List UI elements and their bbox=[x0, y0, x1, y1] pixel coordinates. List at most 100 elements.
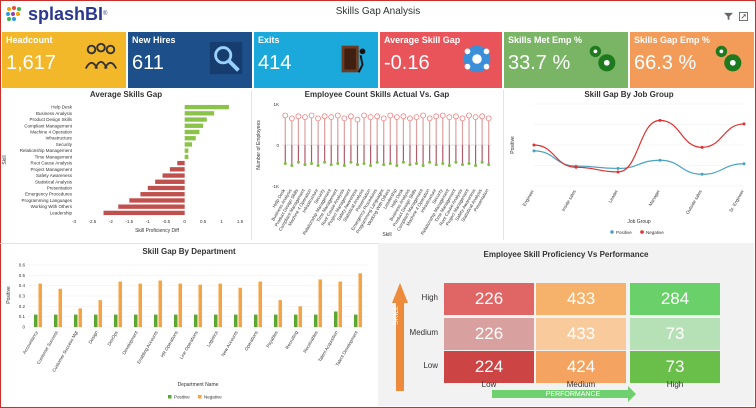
x-tick-label: -0.5 bbox=[162, 219, 170, 224]
actual-point bbox=[282, 112, 289, 119]
heatmap-cell[interactable]: 433 bbox=[536, 318, 626, 350]
heatmap-cell[interactable]: 424 bbox=[536, 351, 626, 383]
actual-point bbox=[453, 113, 459, 120]
gap-point bbox=[342, 164, 346, 167]
gap-point bbox=[362, 161, 366, 165]
kpi-tile-skills-met-emp-[interactable]: Skills Met Emp % 33.7 % bbox=[504, 32, 628, 88]
y-tick-label: 0.3 bbox=[19, 294, 26, 299]
performance-axis-label: PERFORMANCE bbox=[545, 391, 601, 398]
negative-bar bbox=[178, 283, 182, 327]
legend-negative-marker bbox=[198, 395, 202, 399]
kpi-tile-exits[interactable]: Exits 414 bbox=[254, 32, 378, 88]
series-point bbox=[742, 122, 746, 126]
col-label-low: Low bbox=[481, 380, 497, 389]
series-line bbox=[533, 150, 745, 175]
gap-bar bbox=[118, 204, 185, 209]
heatmap-cell[interactable]: 226 bbox=[444, 318, 534, 350]
gap-point bbox=[349, 160, 353, 164]
gap-point bbox=[480, 160, 484, 164]
positive-bar bbox=[134, 314, 138, 327]
positive-bar bbox=[114, 314, 118, 327]
splashbi-logo: splashBI ® bbox=[4, 3, 107, 25]
kpi-label: Skills Met Emp % bbox=[508, 35, 583, 45]
employee-count-title: Employee Count Skills Actual Vs. Gap bbox=[304, 90, 450, 99]
filter-icon[interactable] bbox=[724, 12, 733, 21]
skill-label: Presentation bbox=[47, 186, 73, 191]
x-tick-label: 1.5 bbox=[237, 219, 244, 224]
actual-point bbox=[479, 113, 486, 120]
heatmap-cell[interactable]: 433 bbox=[536, 283, 626, 315]
kpi-value: 33.7 % bbox=[508, 52, 571, 74]
actual-point bbox=[446, 114, 453, 121]
actual-point bbox=[321, 113, 328, 120]
positive-bar bbox=[194, 314, 198, 327]
divider bbox=[251, 90, 252, 240]
gap-point bbox=[447, 164, 451, 167]
kpi-tile-skills-gap-emp-[interactable]: Skills Gap Emp % 66.3 % bbox=[630, 32, 754, 88]
skill-label: Help Desk bbox=[51, 105, 73, 110]
series-point bbox=[742, 162, 746, 166]
kpi-tile-average-skill-gap[interactable]: Average Skill Gap -0.16 bbox=[380, 32, 502, 88]
row-label-medium: Medium bbox=[409, 328, 438, 337]
y-tick-label: 1K bbox=[273, 102, 279, 107]
kpi-value: -0.16 bbox=[384, 52, 430, 74]
x-tick-label: -2 bbox=[109, 219, 113, 224]
gap-point bbox=[467, 161, 471, 165]
gap-point bbox=[487, 163, 491, 167]
kpi-value: 66.3 % bbox=[634, 52, 697, 74]
skill-label: Infrastructure bbox=[45, 136, 72, 141]
series-point bbox=[532, 149, 536, 153]
skill-label: Relationship Management bbox=[20, 148, 73, 153]
skill-label: Time Management bbox=[35, 154, 73, 159]
negative-bar bbox=[118, 281, 122, 327]
negative-bar bbox=[278, 300, 282, 327]
positive-bar bbox=[334, 311, 338, 327]
gap-bar bbox=[184, 148, 189, 153]
skill-label: Statistical Analysis bbox=[35, 179, 73, 184]
kpi-tile-new-hires[interactable]: New Hires 611 bbox=[128, 32, 252, 88]
kpi-label: Skills Gap Emp % bbox=[634, 35, 711, 45]
x-tick-label: 1 bbox=[220, 219, 223, 224]
skill-label: Project Management bbox=[30, 167, 72, 172]
performance-axes bbox=[392, 283, 636, 402]
expand-icon[interactable] bbox=[739, 12, 748, 21]
negative-bar bbox=[158, 280, 162, 327]
legend-positive-label: Positive bbox=[174, 395, 190, 400]
network-people-icon bbox=[463, 45, 491, 73]
series-line bbox=[533, 119, 745, 173]
job-group-chart: Engineer Inside sales Leader Manager Outside… bbox=[510, 103, 746, 235]
actual-point bbox=[433, 113, 440, 120]
heatmap-cell[interactable]: 73 bbox=[630, 318, 720, 350]
y-tick-label: -1K bbox=[272, 184, 279, 189]
door-exit-icon bbox=[341, 45, 366, 73]
positive-bar bbox=[74, 314, 78, 327]
heatmap-cell[interactable]: 284 bbox=[630, 283, 720, 315]
row-label-low: Low bbox=[423, 361, 438, 370]
positive-bar bbox=[154, 314, 158, 327]
gap-point bbox=[408, 163, 412, 167]
kpi-tile-headcount[interactable]: Headcount 1,617 bbox=[2, 32, 126, 88]
gap-point bbox=[395, 164, 399, 167]
x-tick-label: -3 bbox=[72, 219, 76, 224]
actual-point bbox=[308, 112, 315, 119]
series-point bbox=[574, 165, 578, 169]
heatmap-cell[interactable]: 224 bbox=[444, 351, 534, 383]
gap-point bbox=[296, 160, 300, 164]
actual-point bbox=[413, 114, 420, 121]
header: splashBI ® Skills Gap Analysis bbox=[0, 0, 756, 28]
x-tick-label: Line Operations bbox=[179, 329, 200, 360]
performance-arrow-icon bbox=[492, 386, 636, 402]
skill-arrow-icon bbox=[392, 283, 408, 391]
heatmap-cell[interactable]: 226 bbox=[444, 283, 534, 315]
legend-negative-marker bbox=[640, 230, 644, 234]
col-label-high: High bbox=[666, 380, 684, 389]
performance-title: Employee Skill Proficiency Vs Performanc… bbox=[483, 250, 649, 259]
gap-bar bbox=[184, 117, 207, 122]
skill-label: Security bbox=[56, 142, 73, 147]
actual-point bbox=[472, 114, 479, 121]
positive-bar bbox=[274, 314, 278, 327]
kpi-label: Average Skill Gap bbox=[384, 35, 461, 45]
heatmap-cell[interactable]: 73 bbox=[630, 351, 720, 383]
